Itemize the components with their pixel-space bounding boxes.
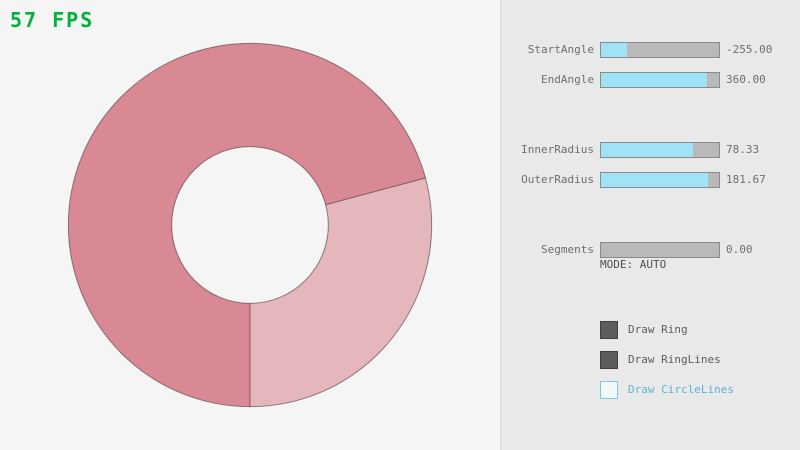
slider-value-segments: 0.00 (726, 243, 753, 256)
checkbox-label-draw-circlelines: Draw CircleLines (628, 383, 734, 396)
checkbox-box-draw-ringlines[interactable] (600, 351, 618, 369)
slider-row-segments: Segments 0.00 (0, 240, 800, 260)
slider-value-innerradius: 78.33 (726, 143, 760, 156)
slider-value-startangle: -255.00 (726, 43, 773, 56)
slider-label-startangle: StartAngle (527, 43, 594, 56)
slider-label-endangle: EndAngle (541, 73, 594, 86)
ring-light-sector (250, 177, 432, 407)
slider-value-outerradius: 181.67 (726, 173, 766, 186)
slider-segments[interactable] (600, 242, 720, 258)
checkbox-draw-circlelines[interactable]: Draw CircleLines (0, 380, 800, 400)
slider-label-innerradius: InnerRadius (521, 143, 594, 156)
checkbox-draw-ringlines[interactable]: Draw RingLines (0, 350, 800, 370)
mode-label: MODE: AUTO (600, 258, 667, 271)
checkbox-box-draw-ring[interactable] (600, 321, 618, 339)
checkbox-label-draw-ring: Draw Ring (628, 323, 688, 336)
slider-row-endangle: EndAngle 360.00 (0, 70, 800, 90)
slider-row-startangle: StartAngle -255.00 (0, 40, 800, 60)
slider-label-segments: Segments (541, 243, 594, 256)
slider-value-endangle: 360.00 (726, 73, 766, 86)
slider-row-outerradius: OuterRadius 181.67 (0, 170, 800, 190)
checkbox-label-draw-ringlines: Draw RingLines (628, 353, 721, 366)
slider-startangle[interactable] (600, 42, 720, 58)
slider-label-outerradius: OuterRadius (521, 173, 594, 186)
slider-fill (601, 173, 709, 187)
ring-hole (171, 146, 329, 304)
ring-outer-line (67, 42, 433, 408)
ring-inner-line (171, 146, 329, 304)
slider-innerradius[interactable] (600, 142, 720, 158)
donut-ring-graphic (67, 42, 433, 408)
slider-outerradius[interactable] (600, 172, 720, 188)
ring-radial-line-start (325, 177, 426, 206)
slider-fill (601, 73, 708, 87)
fps-counter: 57 FPS (10, 8, 95, 32)
slider-endangle[interactable] (600, 72, 720, 88)
slider-fill (601, 143, 694, 157)
slider-row-innerradius: InnerRadius 78.33 (0, 140, 800, 160)
slider-fill (601, 43, 627, 57)
checkbox-draw-ring[interactable]: Draw Ring (0, 320, 800, 340)
checkbox-box-draw-circlelines[interactable] (600, 381, 618, 399)
